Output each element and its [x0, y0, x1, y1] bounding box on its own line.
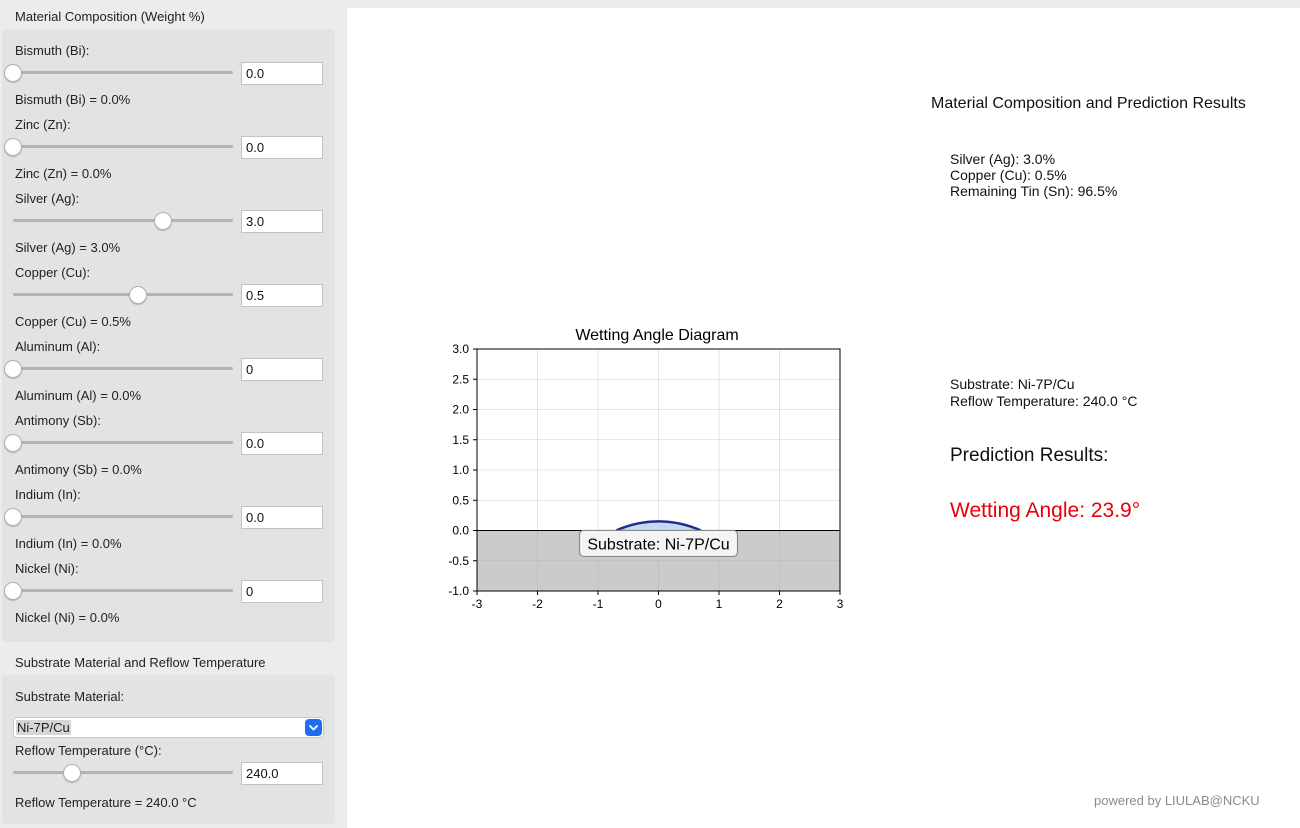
y-tick-label: 1.5 — [452, 433, 469, 447]
reflow-temperature-input[interactable] — [241, 762, 323, 785]
wetting-angle-result: Wetting Angle: 23.9° — [950, 499, 1141, 522]
substrate-line: Substrate: Ni-7P/Cu — [950, 376, 1075, 392]
temperature-line: Reflow Temperature: 240.0 °C — [950, 393, 1138, 409]
element-label: Bismuth (Bi): — [15, 43, 90, 58]
element-slider[interactable] — [4, 63, 233, 82]
element-value-input[interactable] — [241, 432, 323, 455]
x-tick-label: -1 — [593, 597, 604, 611]
results-panel: Material Composition and Prediction Resu… — [347, 8, 1300, 828]
footer-credit: powered by LIULAB@NCKU — [1094, 793, 1260, 808]
element-slider[interactable] — [13, 285, 233, 304]
element-label: Indium (In): — [15, 487, 81, 502]
composition-section-title: Material Composition (Weight %) — [15, 9, 205, 24]
results-title: Material Composition and Prediction Resu… — [931, 95, 1246, 112]
element-value-input[interactable] — [241, 136, 323, 159]
x-tick-label: -3 — [472, 597, 483, 611]
conditions-summary: Substrate: Ni-7P/Cu Reflow Temperature: … — [950, 376, 1137, 410]
reflow-temperature-label: Reflow Temperature (°C): — [15, 743, 162, 758]
element-readout: Nickel (Ni) = 0.0% — [15, 610, 120, 625]
composition-line: Silver (Ag): 3.0% — [950, 151, 1056, 167]
element-value-input[interactable] — [241, 210, 323, 233]
element-label: Copper (Cu): — [15, 265, 91, 280]
element-label: Antimony (Sb): — [15, 413, 101, 428]
y-tick-label: 0.5 — [452, 493, 469, 507]
control-sidebar: Material Composition (Weight %) Bismuth … — [0, 0, 347, 828]
composition-panel: Bismuth (Bi): Bismuth (Bi) = 0.0% Zinc (Zn… — [2, 29, 335, 642]
element-value-input[interactable] — [241, 284, 323, 307]
y-tick-label: 3.0 — [452, 342, 469, 356]
element-slider[interactable] — [4, 433, 233, 452]
element-value-input[interactable] — [241, 62, 323, 85]
prediction-heading: Prediction Results: — [950, 445, 1109, 466]
chart-title: Wetting Angle Diagram — [575, 327, 738, 344]
y-tick-label: 2.0 — [452, 403, 469, 417]
droplet-outline — [615, 520, 702, 532]
element-label: Nickel (Ni): — [15, 561, 79, 576]
x-tick-label: 1 — [716, 597, 723, 611]
element-readout: Indium (In) = 0.0% — [15, 536, 122, 551]
element-slider-thumb[interactable] — [4, 359, 22, 378]
element-label: Aluminum (Al): — [15, 339, 101, 354]
element-readout: Zinc (Zn) = 0.0% — [15, 166, 112, 181]
substrate-section-title: Substrate Material and Reflow Temperatur… — [15, 655, 266, 670]
y-tick-label: -1.0 — [448, 584, 469, 598]
element-slider-thumb[interactable] — [4, 137, 22, 156]
element-slider-thumb[interactable] — [129, 285, 148, 304]
element-value-input[interactable] — [241, 580, 323, 603]
element-slider[interactable] — [4, 507, 233, 526]
element-slider[interactable] — [4, 581, 233, 600]
element-readout: Aluminum (Al) = 0.0% — [15, 388, 142, 403]
reflow-temperature-slider[interactable] — [13, 763, 233, 782]
y-tick-label: -0.5 — [448, 554, 469, 568]
y-tick-label: 0.0 — [452, 524, 469, 538]
element-label: Zinc (Zn): — [15, 117, 71, 132]
element-slider-thumb[interactable] — [4, 507, 22, 526]
reflow-temperature-readout: Reflow Temperature = 240.0 °C — [15, 795, 197, 810]
substrate-annotation: Substrate: Ni-7P/Cu — [587, 536, 729, 553]
element-slider[interactable] — [4, 359, 233, 378]
x-tick-label: 2 — [776, 597, 783, 611]
element-slider-thumb[interactable] — [4, 581, 22, 600]
substrate-panel: Substrate Material: Ni-7P/Cu Reflow Temp… — [2, 675, 335, 824]
composition-line: Copper (Cu): 0.5% — [950, 167, 1067, 183]
substrate-annotation-box — [578, 529, 739, 558]
substrate-material-select[interactable]: Ni-7P/Cu — [13, 717, 324, 738]
element-slider[interactable] — [4, 137, 233, 156]
y-tick-label: 2.5 — [452, 372, 469, 386]
chevron-down-icon — [305, 719, 322, 736]
element-readout: Silver (Ag) = 3.0% — [15, 240, 121, 255]
element-slider-thumb[interactable] — [4, 433, 22, 452]
element-value-input[interactable] — [241, 358, 323, 381]
element-readout: Antimony (Sb) = 0.0% — [15, 462, 142, 477]
composition-line: Remaining Tin (Sn): 96.5% — [950, 183, 1118, 199]
element-slider[interactable] — [13, 211, 233, 230]
substrate-material-label: Substrate Material: — [15, 689, 125, 704]
wetting-angle-chart: -3 -2 -1 0 1 2 3 -1.0 -0.5 0.0 0.5 1.0 1.5 2.0 2.5 3.0 S… — [448, 327, 844, 611]
composition-summary: Silver (Ag): 3.0% Copper (Cu): 0.5% Rema… — [950, 151, 1117, 199]
element-slider-thumb[interactable] — [153, 211, 172, 230]
y-tick-label: 1.0 — [452, 463, 469, 477]
x-tick-label: 3 — [837, 597, 844, 611]
x-tick-label: -2 — [532, 597, 543, 611]
element-readout: Bismuth (Bi) = 0.0% — [15, 92, 131, 107]
element-readout: Copper (Cu) = 0.5% — [15, 314, 131, 329]
element-slider-thumb[interactable] — [4, 63, 22, 82]
x-tick-label: 0 — [655, 597, 662, 611]
element-value-input[interactable] — [241, 506, 323, 529]
reflow-temperature-slider-thumb[interactable] — [63, 763, 82, 782]
substrate-material-value: Ni-7P/Cu — [16, 720, 71, 735]
element-label: Silver (Ag): — [15, 191, 80, 206]
